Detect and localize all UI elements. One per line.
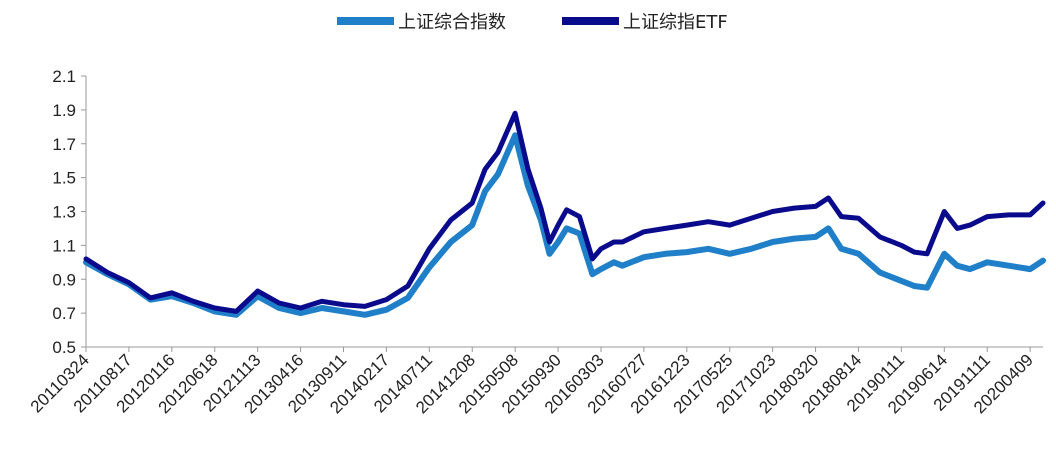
y-tick-label: 2.1	[52, 67, 76, 86]
y-tick-label: 1.1	[52, 236, 76, 255]
series-layer	[83, 110, 1046, 318]
y-tick-label: 0.9	[52, 270, 76, 289]
y-tick-label: 0.7	[52, 304, 76, 323]
y-axis: 0.5 0.7 0.9 1.1 1.3 1.5 1.7 1.9 2.1	[52, 67, 87, 357]
series-line-index	[83, 132, 1046, 318]
y-tick-label: 1.9	[52, 101, 76, 120]
legend: 上证综合指数 上证综指ETF	[337, 12, 728, 33]
x-axis: 2011032420110817201201162012061820121113…	[27, 346, 1043, 417]
legend-entry-index: 上证综合指数	[337, 12, 506, 33]
legend-entry-etf: 上证综指ETF	[562, 12, 728, 33]
y-tick-label: 1.5	[52, 169, 76, 188]
y-tick-label: 0.5	[52, 338, 76, 357]
legend-label-index: 上证综合指数	[398, 12, 506, 33]
y-tick-label: 1.7	[52, 135, 76, 154]
series-line-etf	[83, 110, 1046, 314]
legend-label-etf: 上证综指ETF	[623, 12, 728, 33]
y-tick-label: 1.3	[52, 203, 76, 222]
